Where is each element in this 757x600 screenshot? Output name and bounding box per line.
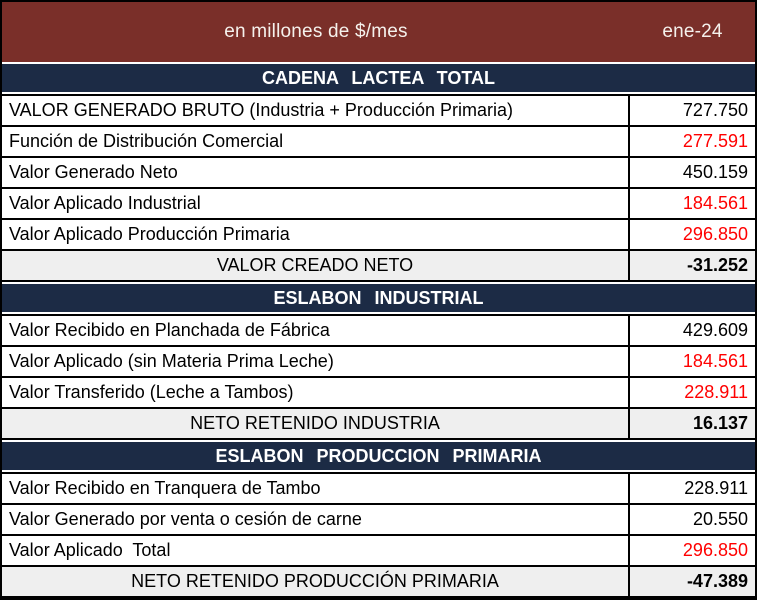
row-label: VALOR GENERADO BRUTO (Industria + Produc… [2, 96, 630, 125]
table-row: Valor Generado por venta o cesión de car… [2, 505, 755, 536]
title-bar: en millones de $/mes ene-24 [2, 2, 755, 62]
table-row: Valor Aplicado (sin Materia Prima Leche)… [2, 347, 755, 378]
summary-row-valor-creado-neto: VALOR CREADO NETO -31.252 [2, 251, 755, 282]
table-row: Valor Transferido (Leche a Tambos) 228.9… [2, 378, 755, 409]
row-label: Valor Generado por venta o cesión de car… [2, 505, 630, 534]
section-body: Valor Recibido en Tranquera de Tambo 228… [2, 472, 755, 598]
table-row: Valor Aplicado Producción Primaria 296.8… [2, 220, 755, 251]
summary-row-neto-retenido-produccion-primaria: NETO RETENIDO PRODUCCIÓN PRIMARIA -47.38… [2, 567, 755, 598]
summary-label: VALOR CREADO NETO [2, 251, 630, 280]
summary-row-neto-retenido-industria: NETO RETENIDO INDUSTRIA 16.137 [2, 409, 755, 440]
summary-value: -31.252 [686, 255, 748, 275]
row-label: Función de Distribución Comercial [2, 127, 630, 156]
row-value: 296.850 [682, 540, 748, 560]
table-row: Valor Generado Neto 450.159 [2, 158, 755, 189]
section-eslabon-industrial: ESLABON INDUSTRIAL Valor Recibido en Pla… [2, 282, 755, 440]
section-body: Valor Recibido en Planchada de Fábrica 4… [2, 314, 755, 440]
row-value: 429.609 [682, 320, 748, 340]
row-value: 184.561 [682, 193, 748, 213]
table-row: Valor Recibido en Tranquera de Tambo 228… [2, 474, 755, 505]
row-label: Valor Generado Neto [2, 158, 630, 187]
row-label: Valor Aplicado Industrial [2, 189, 630, 218]
summary-value: -47.389 [686, 571, 748, 591]
row-value: 228.911 [684, 478, 748, 498]
report-unit-title: en millones de $/mes [224, 21, 408, 42]
row-label: Valor Aplicado Total [2, 536, 630, 565]
row-label: Valor Transferido (Leche a Tambos) [2, 378, 630, 407]
summary-label: NETO RETENIDO INDUSTRIA [2, 409, 630, 438]
table-row: Valor Recibido en Planchada de Fábrica 4… [2, 316, 755, 347]
row-value: 450.159 [682, 162, 748, 182]
section-eslabon-produccion-primaria: ESLABON PRODUCCION PRIMARIA Valor Recibi… [2, 440, 755, 598]
table-row: Función de Distribución Comercial 277.59… [2, 127, 755, 158]
section-header: ESLABON INDUSTRIAL [2, 284, 755, 312]
row-value: 184.561 [682, 351, 748, 371]
summary-label: NETO RETENIDO PRODUCCIÓN PRIMARIA [2, 567, 630, 596]
section-header: CADENA LACTEA TOTAL [2, 64, 755, 92]
row-value: 296.850 [682, 224, 748, 244]
table-row: Valor Aplicado Industrial 184.561 [2, 189, 755, 220]
summary-value: 16.137 [692, 413, 748, 433]
row-label: Valor Aplicado Producción Primaria [2, 220, 630, 249]
table-row: VALOR GENERADO BRUTO (Industria + Produc… [2, 96, 755, 127]
row-label: Valor Recibido en Tranquera de Tambo [2, 474, 630, 503]
table-row: Valor Aplicado Total 296.850 [2, 536, 755, 567]
row-value: 727.750 [682, 100, 748, 120]
row-label: Valor Recibido en Planchada de Fábrica [2, 316, 630, 345]
row-label: Valor Aplicado (sin Materia Prima Leche) [2, 347, 630, 376]
section-header: ESLABON PRODUCCION PRIMARIA [2, 442, 755, 470]
row-value: 20.550 [692, 509, 748, 529]
section-cadena-lactea-total: CADENA LACTEA TOTAL VALOR GENERADO BRUTO… [2, 62, 755, 282]
report-period: ene-24 [662, 21, 723, 42]
row-value: 277.591 [682, 131, 748, 151]
row-value: 228.911 [684, 382, 748, 402]
section-body: VALOR GENERADO BRUTO (Industria + Produc… [2, 94, 755, 282]
